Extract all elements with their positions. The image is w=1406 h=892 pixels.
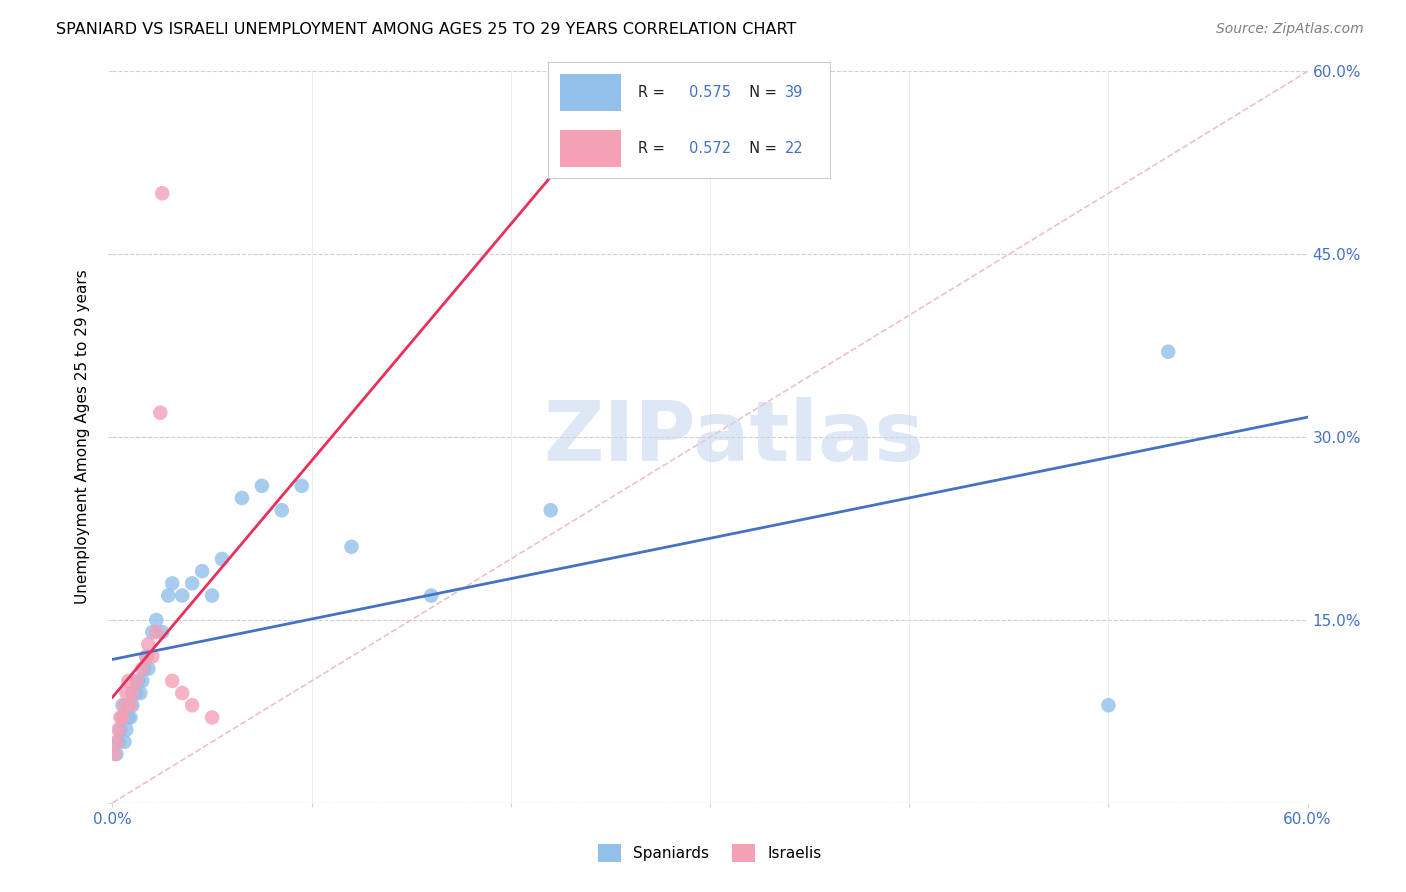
Point	[1097, 698, 1119, 713]
Point	[121, 686, 143, 700]
Point	[1157, 344, 1180, 359]
Point	[131, 673, 153, 688]
Point	[135, 649, 157, 664]
Point	[145, 613, 167, 627]
Text: 39: 39	[785, 85, 803, 100]
Point	[149, 406, 172, 420]
Point	[110, 710, 132, 724]
Point	[121, 686, 143, 700]
Text: R =: R =	[638, 141, 669, 156]
Point	[138, 662, 160, 676]
Text: SPANIARD VS ISRAELI UNEMPLOYMENT AMONG AGES 25 TO 29 YEARS CORRELATION CHART: SPANIARD VS ISRAELI UNEMPLOYMENT AMONG A…	[56, 22, 797, 37]
Point	[105, 747, 128, 761]
Point	[135, 649, 157, 664]
Point	[191, 564, 214, 578]
Point	[157, 589, 180, 603]
Point	[201, 589, 224, 603]
Text: N =: N =	[740, 85, 782, 100]
Point	[162, 673, 183, 688]
Point	[117, 673, 139, 688]
Point	[141, 625, 163, 640]
Point	[127, 673, 149, 688]
Point	[111, 710, 134, 724]
Point	[141, 649, 163, 664]
Point	[124, 686, 146, 700]
Point	[110, 723, 132, 737]
Point	[121, 698, 143, 713]
Point	[131, 662, 153, 676]
Point	[181, 698, 204, 713]
Text: Source: ZipAtlas.com: Source: ZipAtlas.com	[1216, 22, 1364, 37]
Point	[115, 686, 138, 700]
Text: 22: 22	[785, 141, 803, 156]
Text: ZIPatlas: ZIPatlas	[544, 397, 924, 477]
Text: R =: R =	[638, 85, 669, 100]
Point	[420, 589, 443, 603]
Point	[138, 637, 160, 651]
Point	[117, 698, 139, 713]
Point	[162, 576, 183, 591]
Point	[114, 698, 135, 713]
Point	[291, 479, 314, 493]
Point	[120, 698, 142, 713]
Point	[107, 723, 129, 737]
Point	[172, 686, 194, 700]
Point	[134, 662, 156, 676]
Y-axis label: Unemployment Among Ages 25 to 29 years: Unemployment Among Ages 25 to 29 years	[75, 269, 90, 605]
Point	[150, 186, 173, 201]
Point	[115, 723, 138, 737]
Point	[211, 552, 233, 566]
Text: 0.572: 0.572	[689, 141, 731, 156]
Point	[117, 710, 139, 724]
Point	[181, 576, 204, 591]
Point	[105, 735, 128, 749]
Legend: Spaniards, Israelis: Spaniards, Israelis	[592, 838, 828, 868]
Bar	[560, 129, 621, 167]
Point	[111, 710, 134, 724]
Point	[270, 503, 292, 517]
Text: N =: N =	[740, 141, 782, 156]
Text: 0.575: 0.575	[689, 85, 731, 100]
Point	[231, 491, 253, 505]
Point	[111, 698, 134, 713]
Point	[540, 503, 562, 517]
Point	[125, 673, 148, 688]
Point	[114, 735, 135, 749]
Point	[172, 589, 194, 603]
Point	[145, 625, 167, 640]
Point	[340, 540, 363, 554]
Point	[107, 735, 129, 749]
Bar	[560, 74, 621, 112]
Point	[201, 710, 224, 724]
Point	[103, 747, 125, 761]
Point	[150, 625, 173, 640]
Point	[250, 479, 273, 493]
Point	[125, 686, 148, 700]
Point	[120, 710, 142, 724]
Point	[129, 686, 152, 700]
